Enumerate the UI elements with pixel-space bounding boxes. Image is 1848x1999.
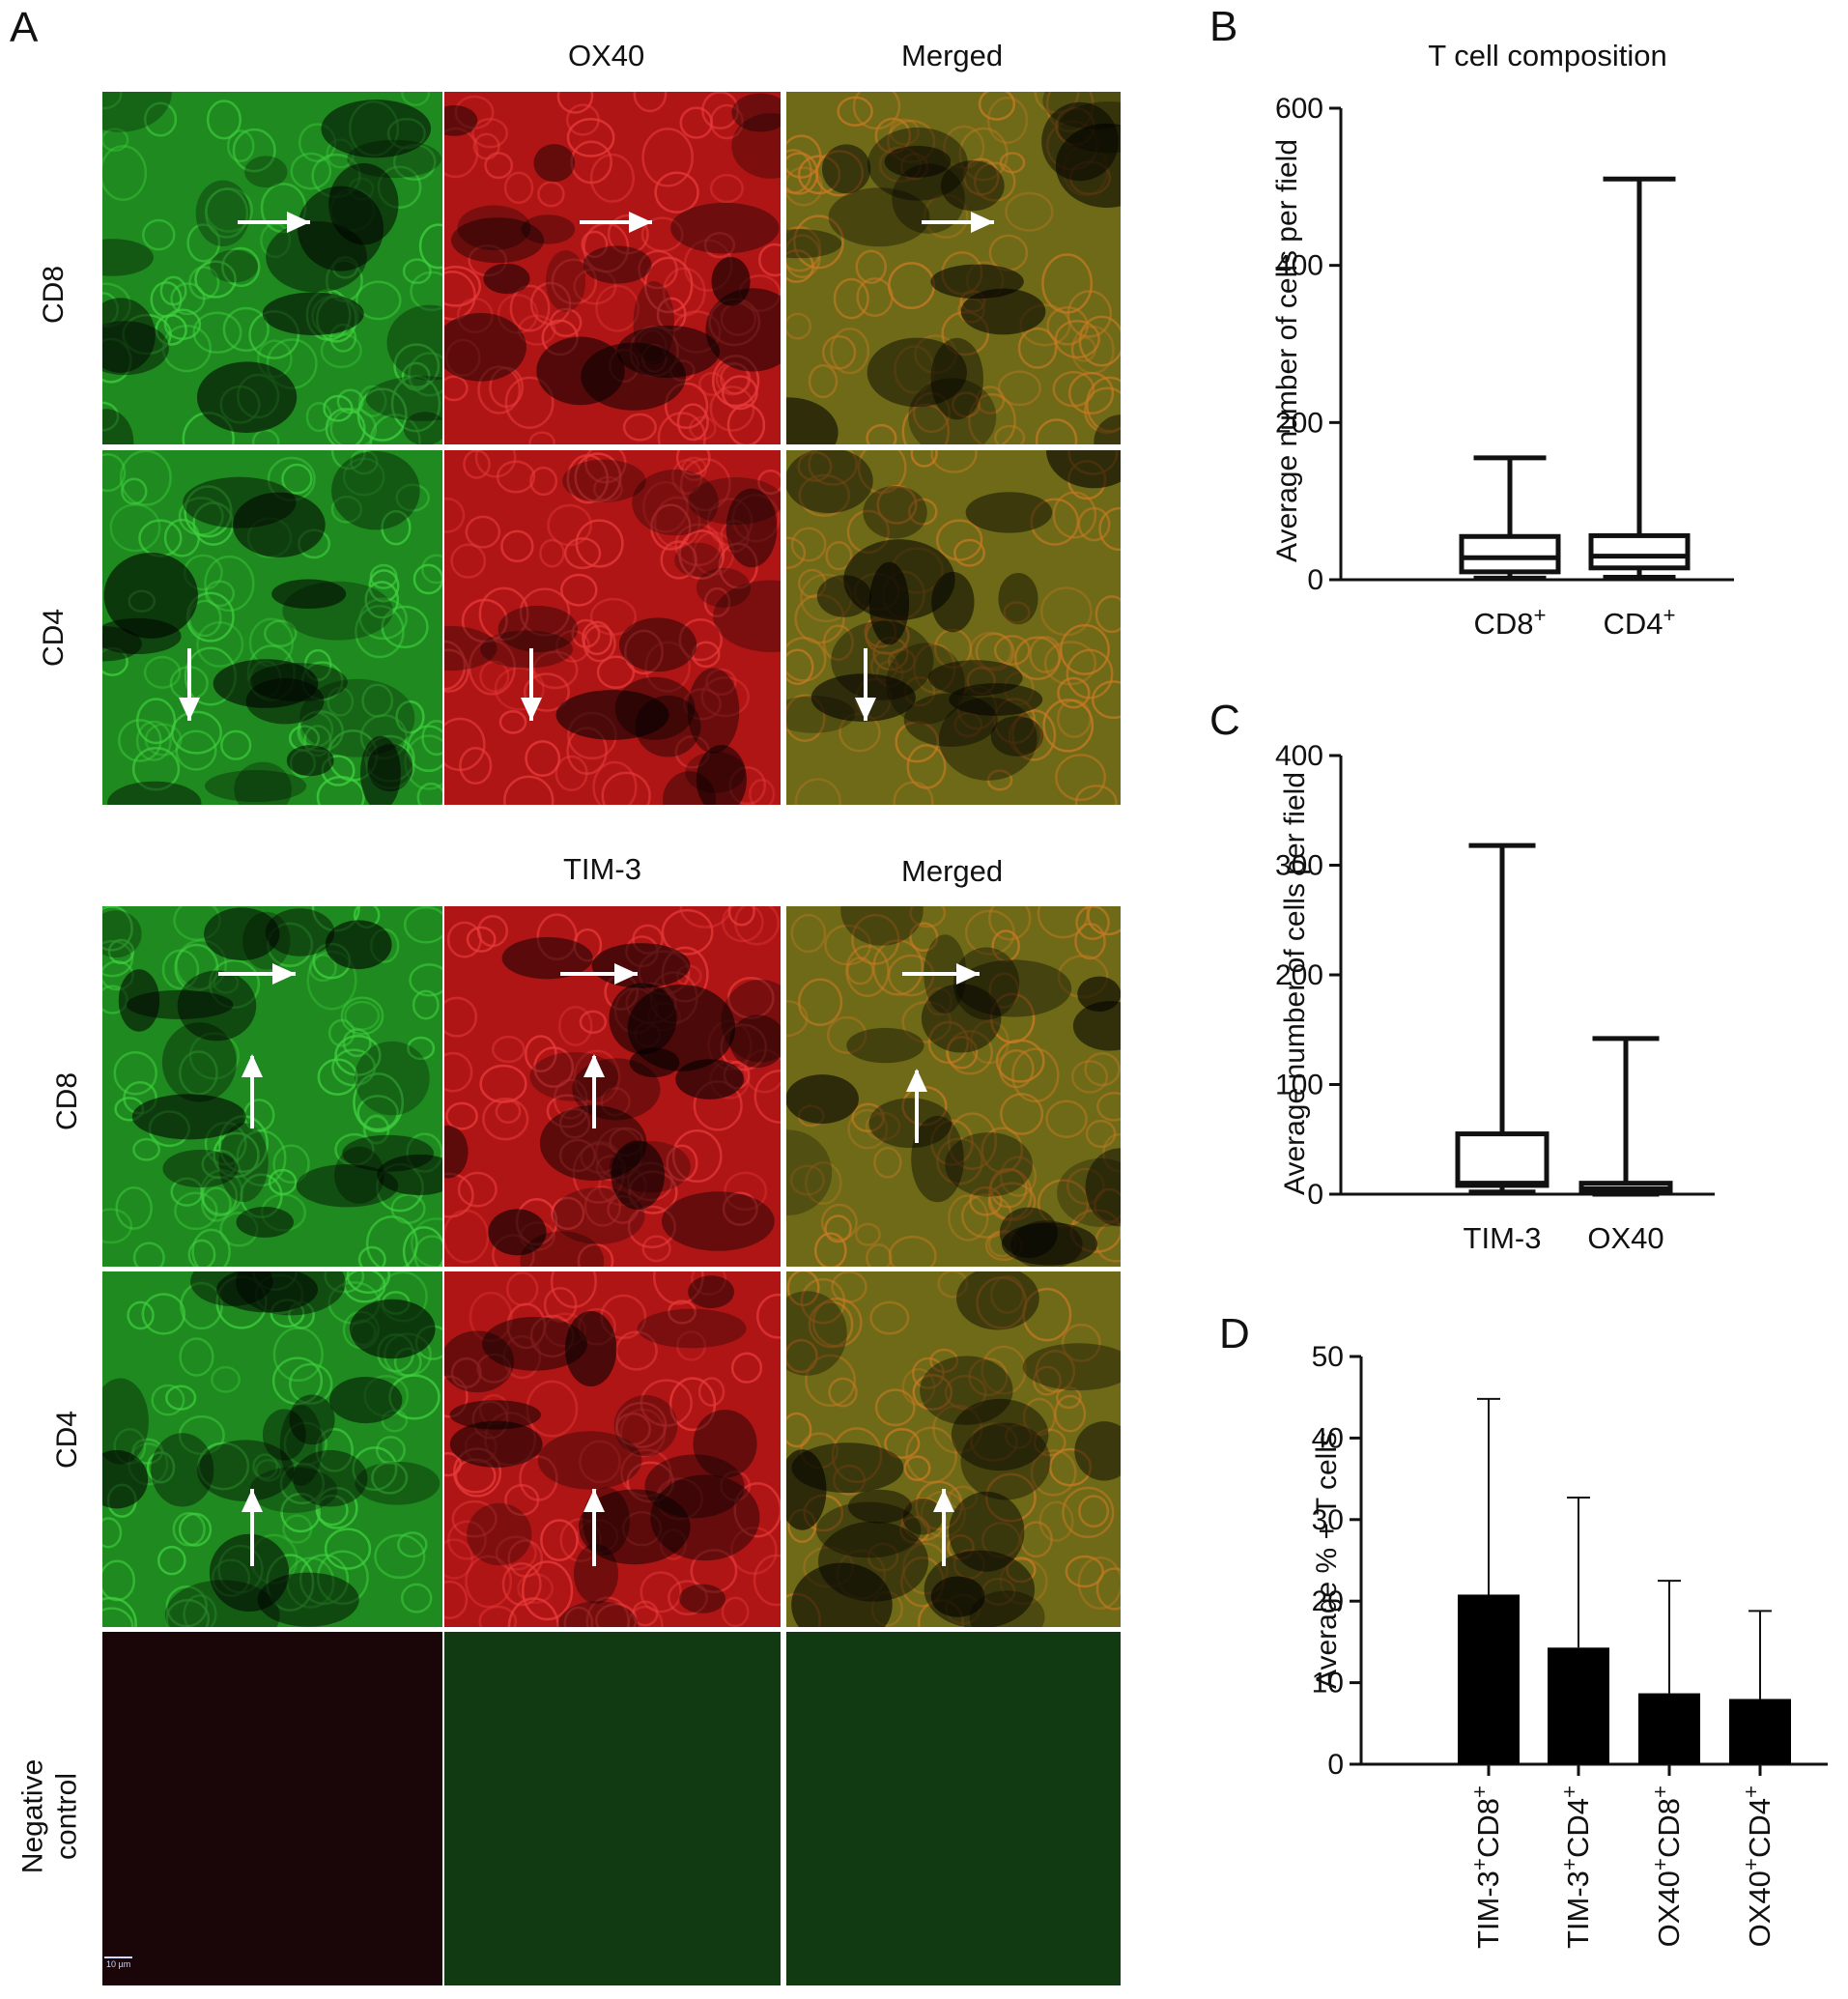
y-tick-label: 600 bbox=[1275, 93, 1323, 125]
box bbox=[1588, 532, 1691, 571]
micrograph-top-r0-c2 bbox=[786, 92, 1121, 444]
bar bbox=[1729, 1699, 1791, 1764]
white-arrow-icon bbox=[179, 648, 200, 721]
micrograph-top-r0-c1 bbox=[444, 92, 781, 444]
micrograph-negative-c0: 10 µm bbox=[102, 1632, 442, 1985]
y-tick-label: 400 bbox=[1275, 740, 1323, 772]
x-category-label: OX40+CD8+ bbox=[1648, 1785, 1687, 1947]
y-tick-label: 30 bbox=[1312, 1504, 1344, 1536]
x-category-label: OX40 bbox=[1587, 1221, 1663, 1255]
micrograph-bottom-r0-c2 bbox=[786, 906, 1121, 1267]
white-arrow-icon bbox=[560, 963, 638, 985]
bar bbox=[1458, 1594, 1520, 1764]
micrograph-negative-c2 bbox=[786, 1632, 1121, 1985]
x-category-label: TIM-3 bbox=[1464, 1221, 1542, 1255]
white-arrow-icon bbox=[583, 1489, 605, 1566]
y-tick-label: 50 bbox=[1312, 1341, 1344, 1373]
micrograph-negative-c1 bbox=[444, 1632, 781, 1985]
box bbox=[1455, 1131, 1549, 1188]
y-axis-label: Average % + T cells bbox=[1311, 1432, 1343, 1689]
white-arrow-icon bbox=[855, 648, 876, 721]
panel-letter-d: D bbox=[1219, 1310, 1250, 1357]
y-tick-label: 200 bbox=[1275, 407, 1323, 439]
y-tick-label: 20 bbox=[1312, 1585, 1344, 1617]
scale-bar: 10 µm bbox=[104, 1956, 133, 1970]
y-tick-label: 0 bbox=[1307, 564, 1323, 596]
white-arrow-icon bbox=[933, 1489, 954, 1566]
y-tick-label: 200 bbox=[1275, 959, 1323, 991]
header-merged-top: Merged bbox=[901, 39, 1004, 72]
y-tick-label: 100 bbox=[1275, 1070, 1323, 1101]
x-category-label: TIM-3+CD4+ bbox=[1557, 1785, 1596, 1949]
y-tick-label: 400 bbox=[1275, 250, 1323, 282]
chart-title: T cell composition bbox=[1428, 39, 1667, 72]
micrograph-bottom-r1-c0 bbox=[102, 1271, 442, 1627]
header-merged-bottom: Merged bbox=[901, 854, 1004, 888]
white-arrow-icon bbox=[922, 212, 994, 233]
x-category-label: CD8+ bbox=[1473, 603, 1546, 642]
micrograph-bottom-r1-c1 bbox=[444, 1271, 781, 1627]
micrograph-top-r1-c1 bbox=[444, 450, 781, 805]
white-arrow-icon bbox=[218, 963, 296, 985]
panel-letter-c: C bbox=[1209, 697, 1240, 744]
y-tick-label: 40 bbox=[1312, 1422, 1344, 1454]
white-arrow-icon bbox=[521, 648, 542, 721]
panel-a-letter: A bbox=[10, 4, 39, 51]
y-tick-label: 0 bbox=[1327, 1749, 1344, 1781]
x-category-label: TIM-3+CD8+ bbox=[1467, 1785, 1506, 1949]
micrograph-top-r0-c0 bbox=[102, 92, 442, 444]
x-category-label: CD4+ bbox=[1603, 603, 1675, 642]
bar bbox=[1548, 1647, 1609, 1764]
micrograph-bottom-r1-c2 bbox=[786, 1271, 1121, 1627]
header-tim3: TIM-3 bbox=[563, 852, 641, 886]
header-ox40: OX40 bbox=[568, 39, 645, 72]
y-tick-label: 10 bbox=[1312, 1668, 1344, 1699]
white-arrow-icon bbox=[580, 212, 652, 233]
micrograph-top-r1-c0 bbox=[102, 450, 442, 805]
bar bbox=[1638, 1693, 1700, 1764]
x-category-label: OX40+CD4+ bbox=[1739, 1785, 1777, 1947]
micrograph-bottom-r0-c1 bbox=[444, 906, 781, 1267]
y-axis-label: Average number of cells per field bbox=[1279, 772, 1311, 1195]
y-tick-label: 0 bbox=[1307, 1179, 1323, 1211]
micrograph-top-r1-c2 bbox=[786, 450, 1121, 805]
micrograph-bottom-r0-c0 bbox=[102, 906, 442, 1267]
box bbox=[1459, 533, 1561, 575]
y-tick-label: 300 bbox=[1275, 850, 1323, 882]
white-arrow-icon bbox=[242, 1489, 263, 1566]
white-arrow-icon bbox=[238, 212, 310, 233]
y-axis-label: Average number of cells per field bbox=[1271, 139, 1303, 562]
panel-letter-b: B bbox=[1209, 3, 1237, 50]
white-arrow-icon bbox=[902, 963, 980, 985]
